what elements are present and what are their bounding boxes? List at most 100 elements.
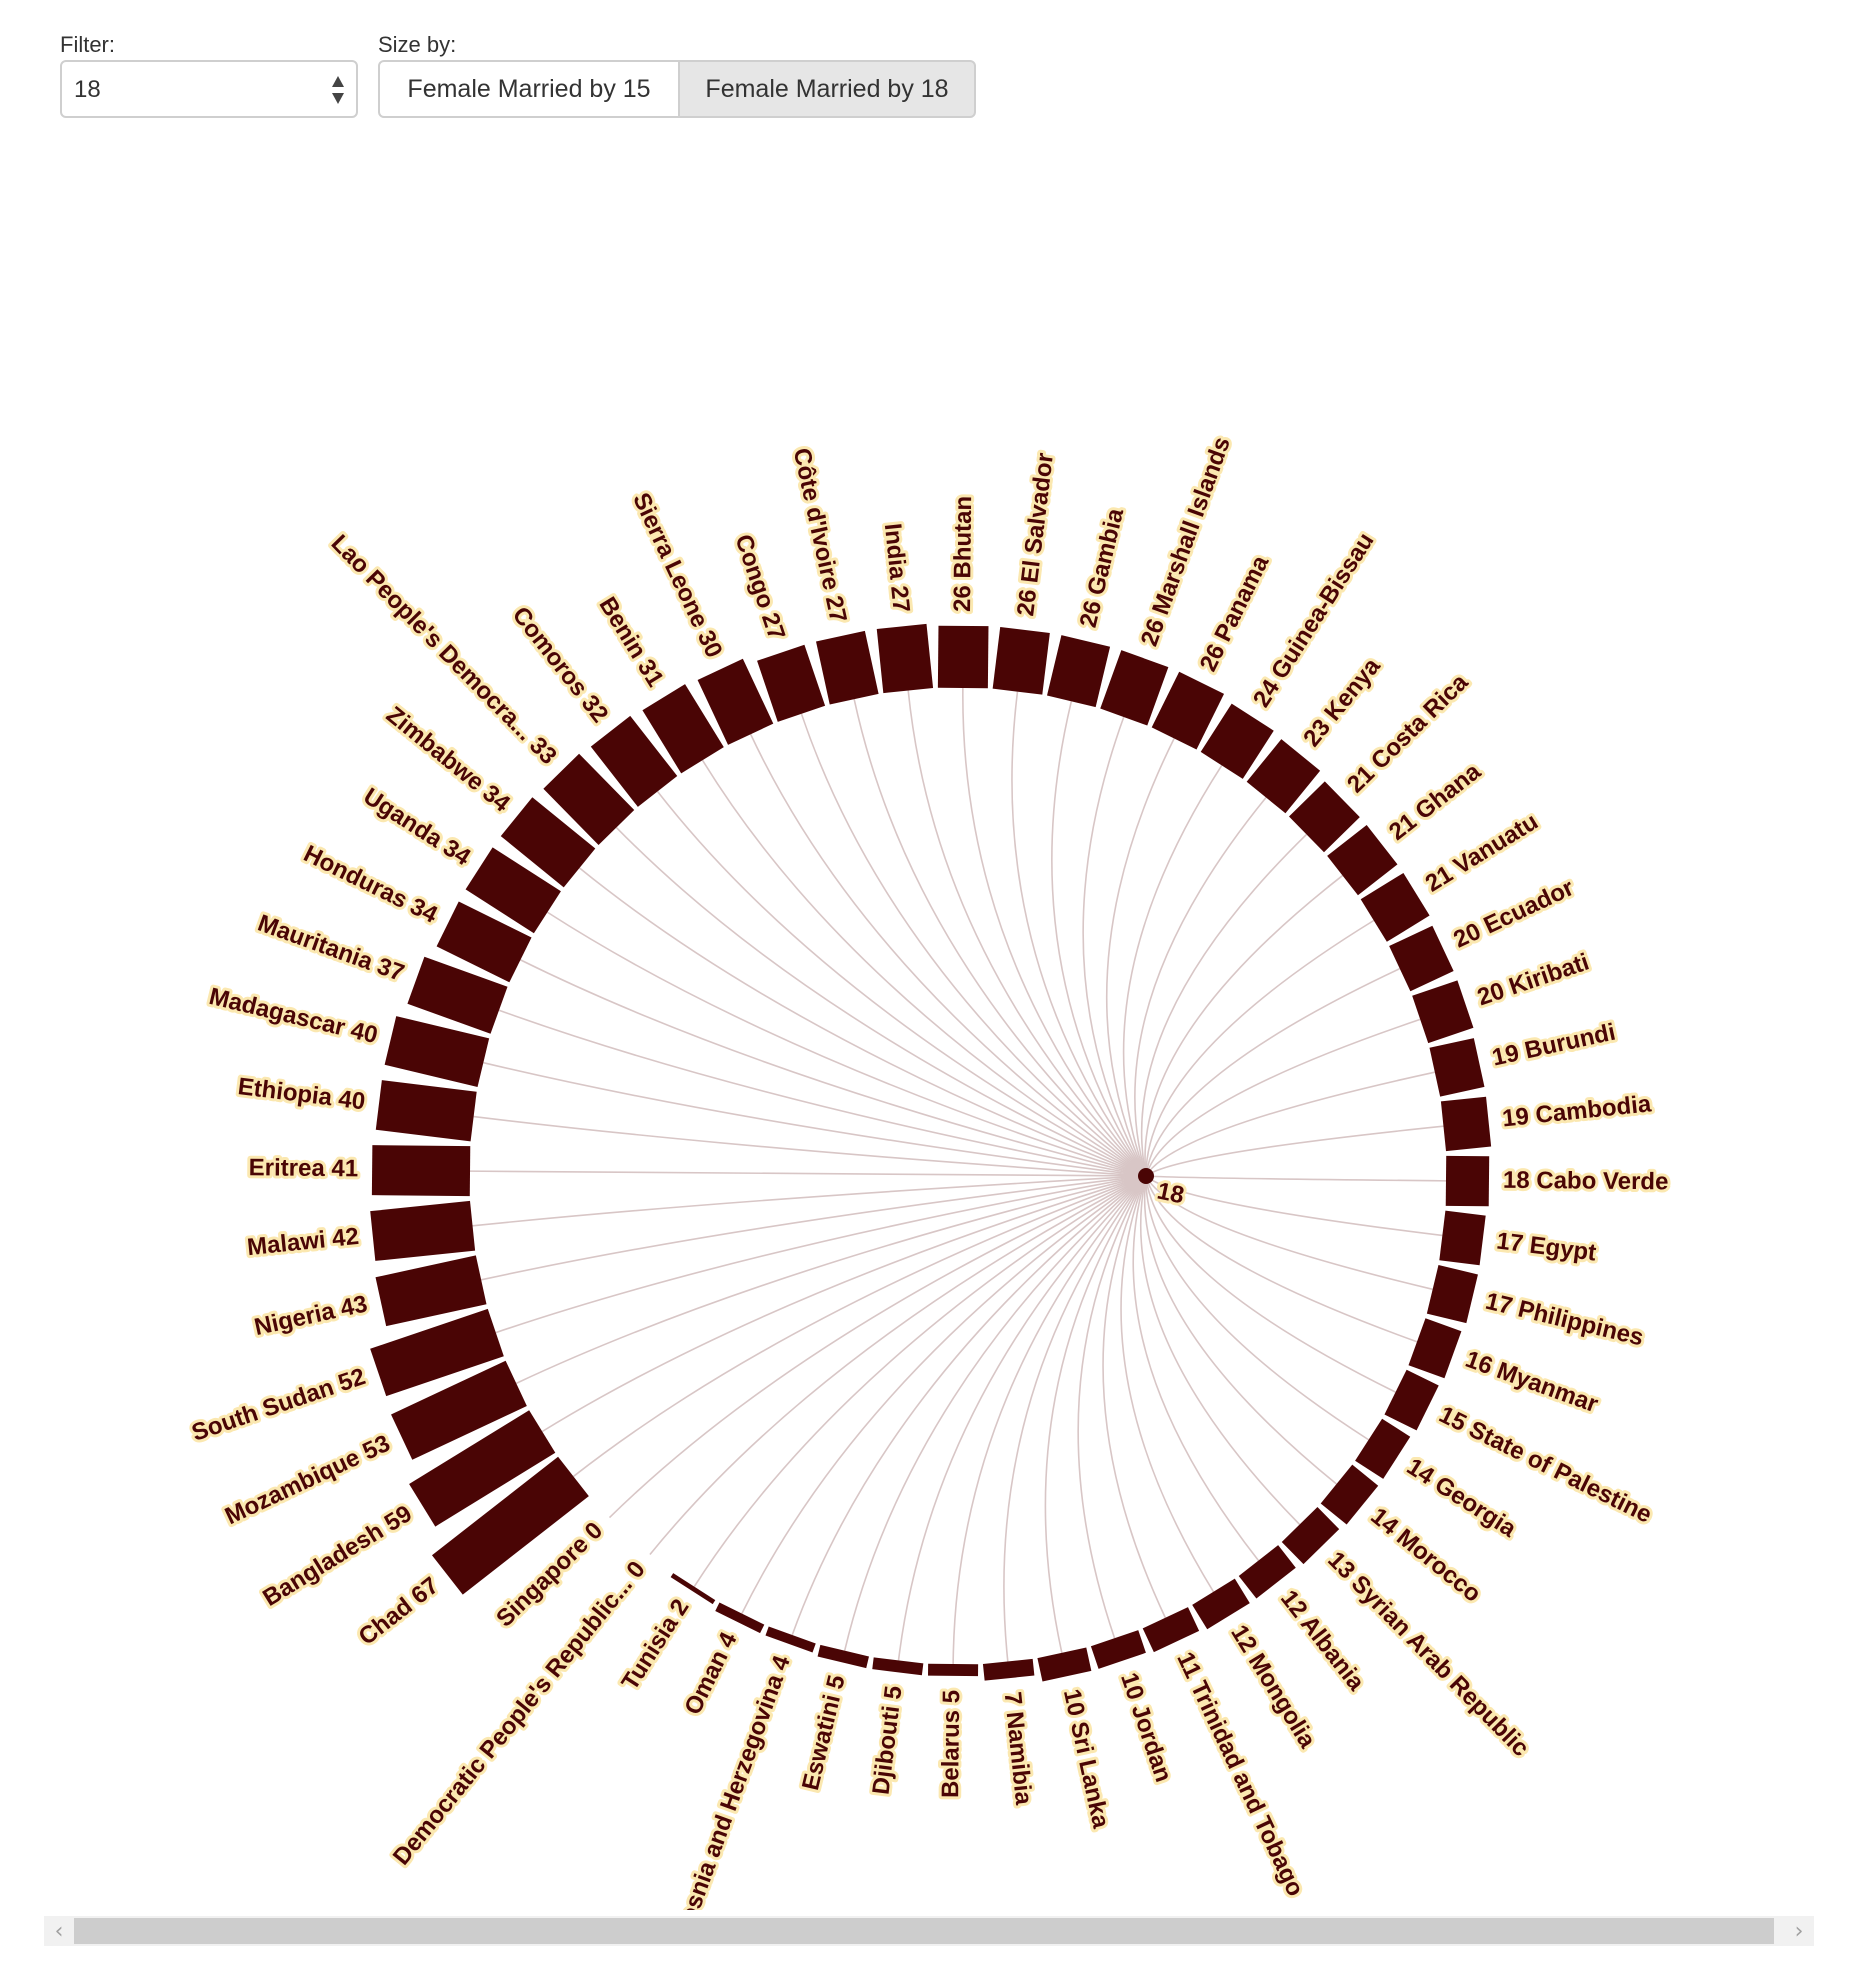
bar[interactable] <box>409 1410 556 1527</box>
bar-label: 17 Philippines <box>1483 1288 1646 1352</box>
link-line <box>1145 1175 1370 1441</box>
bar[interactable] <box>1389 925 1454 992</box>
bar-label: Ethiopia 40 <box>236 1073 366 1115</box>
bar[interactable] <box>816 630 879 705</box>
bar[interactable] <box>1440 1096 1492 1152</box>
bar[interactable] <box>1090 1630 1146 1669</box>
bar[interactable] <box>876 623 934 694</box>
link-line <box>481 1175 1147 1281</box>
link-line <box>1145 1175 1443 1237</box>
bars <box>370 623 1492 1682</box>
filter-select[interactable]: 18 <box>60 60 358 118</box>
bar[interactable] <box>590 715 678 807</box>
link-line <box>579 867 1147 1177</box>
bar[interactable] <box>1360 872 1430 942</box>
bar[interactable] <box>371 1145 471 1197</box>
chevron-left-icon[interactable]: ‹ <box>54 1918 64 1944</box>
bar[interactable] <box>375 1080 477 1142</box>
bar[interactable] <box>1100 650 1169 726</box>
link-line <box>649 1175 1147 1555</box>
sizeby-married-by-15-button[interactable]: Female Married by 15 <box>378 60 680 118</box>
bar[interactable] <box>670 1573 716 1605</box>
bar[interactable] <box>384 1016 490 1087</box>
bar-label: Lao People's Democra... 33 <box>326 530 562 770</box>
bar[interactable] <box>937 625 989 689</box>
bar[interactable] <box>1151 671 1225 750</box>
bar[interactable] <box>543 753 635 846</box>
bar[interactable] <box>1445 1155 1490 1207</box>
link-line <box>473 1115 1147 1177</box>
link-line <box>1077 1175 1147 1639</box>
link-line <box>1106 738 1175 1177</box>
bar[interactable] <box>1037 1647 1092 1682</box>
bar[interactable] <box>872 1657 924 1676</box>
bar-label: India 27 <box>879 522 915 614</box>
bar-label: Oman 4 <box>679 1628 742 1719</box>
bar[interactable] <box>500 797 596 888</box>
bar[interactable] <box>1408 1318 1462 1379</box>
bar-label: 19 Burundi <box>1490 1019 1618 1072</box>
bar[interactable] <box>465 847 561 934</box>
bar[interactable] <box>757 644 826 722</box>
bar[interactable] <box>992 626 1050 695</box>
link-line <box>541 1175 1147 1433</box>
bar[interactable] <box>982 1658 1035 1681</box>
bar[interactable] <box>817 1644 869 1669</box>
link-line <box>483 1061 1147 1177</box>
bar[interactable] <box>1142 1607 1200 1653</box>
bar[interactable] <box>431 1456 589 1595</box>
bar[interactable] <box>1384 1369 1439 1431</box>
stepper-arrows-icon[interactable] <box>330 72 346 108</box>
bar[interactable] <box>715 1602 765 1634</box>
bar[interactable] <box>765 1626 816 1653</box>
bar[interactable] <box>1412 980 1474 1044</box>
link-line <box>701 759 1147 1177</box>
bar[interactable] <box>697 658 774 745</box>
bar[interactable] <box>642 684 724 774</box>
link-line <box>1132 1175 1260 1562</box>
bar[interactable] <box>1426 1265 1478 1324</box>
link-line <box>741 1175 1147 1614</box>
bar[interactable] <box>375 1255 487 1327</box>
bar[interactable] <box>1327 824 1398 896</box>
bar-label: Tunisia 2 <box>617 1594 695 1695</box>
link-line <box>472 1175 1147 1227</box>
link-line <box>1011 691 1147 1177</box>
link-line <box>693 1175 1147 1588</box>
scrollbar-thumb[interactable] <box>74 1918 1774 1944</box>
bar[interactable] <box>1288 781 1360 853</box>
bar[interactable] <box>1320 1464 1379 1525</box>
bar[interactable] <box>1192 1578 1250 1630</box>
sizeby-married-by-18-button[interactable]: Female Married by 18 <box>678 60 976 118</box>
bar[interactable] <box>1047 635 1111 708</box>
link-line <box>470 1170 1147 1177</box>
link-line <box>1145 919 1375 1177</box>
bar-label: 26 Gambia <box>1075 505 1130 630</box>
bar[interactable] <box>391 1360 527 1460</box>
bar[interactable] <box>1429 1038 1485 1097</box>
chevron-right-icon[interactable]: › <box>1794 1918 1804 1944</box>
horizontal-scrollbar[interactable]: ‹ › <box>44 1916 1814 1946</box>
bar[interactable] <box>1439 1210 1486 1266</box>
bar-label: Madagascar 40 <box>207 983 381 1049</box>
filter-value: 18 <box>74 76 101 103</box>
bar[interactable] <box>407 956 508 1034</box>
bar-label: Djibouti 5 <box>867 1684 907 1796</box>
bar[interactable] <box>1200 703 1274 779</box>
link-line <box>495 1175 1147 1334</box>
link-line <box>1134 797 1267 1177</box>
bar-label: Malawi 42 <box>246 1223 360 1261</box>
bar[interactable] <box>370 1308 504 1397</box>
bar-label: Honduras 34 <box>299 840 442 929</box>
bar[interactable] <box>436 901 532 983</box>
bar[interactable] <box>928 1663 979 1677</box>
bar[interactable] <box>1281 1506 1340 1565</box>
link-line <box>498 1009 1147 1177</box>
bar[interactable] <box>1246 739 1321 814</box>
bar-label: Chad 67 <box>354 1572 444 1651</box>
link-line <box>1145 1175 1433 1291</box>
bar[interactable] <box>370 1200 476 1261</box>
bar[interactable] <box>1355 1418 1411 1479</box>
bar-label: 21 Ghana <box>1384 758 1486 846</box>
bar[interactable] <box>1238 1545 1296 1599</box>
